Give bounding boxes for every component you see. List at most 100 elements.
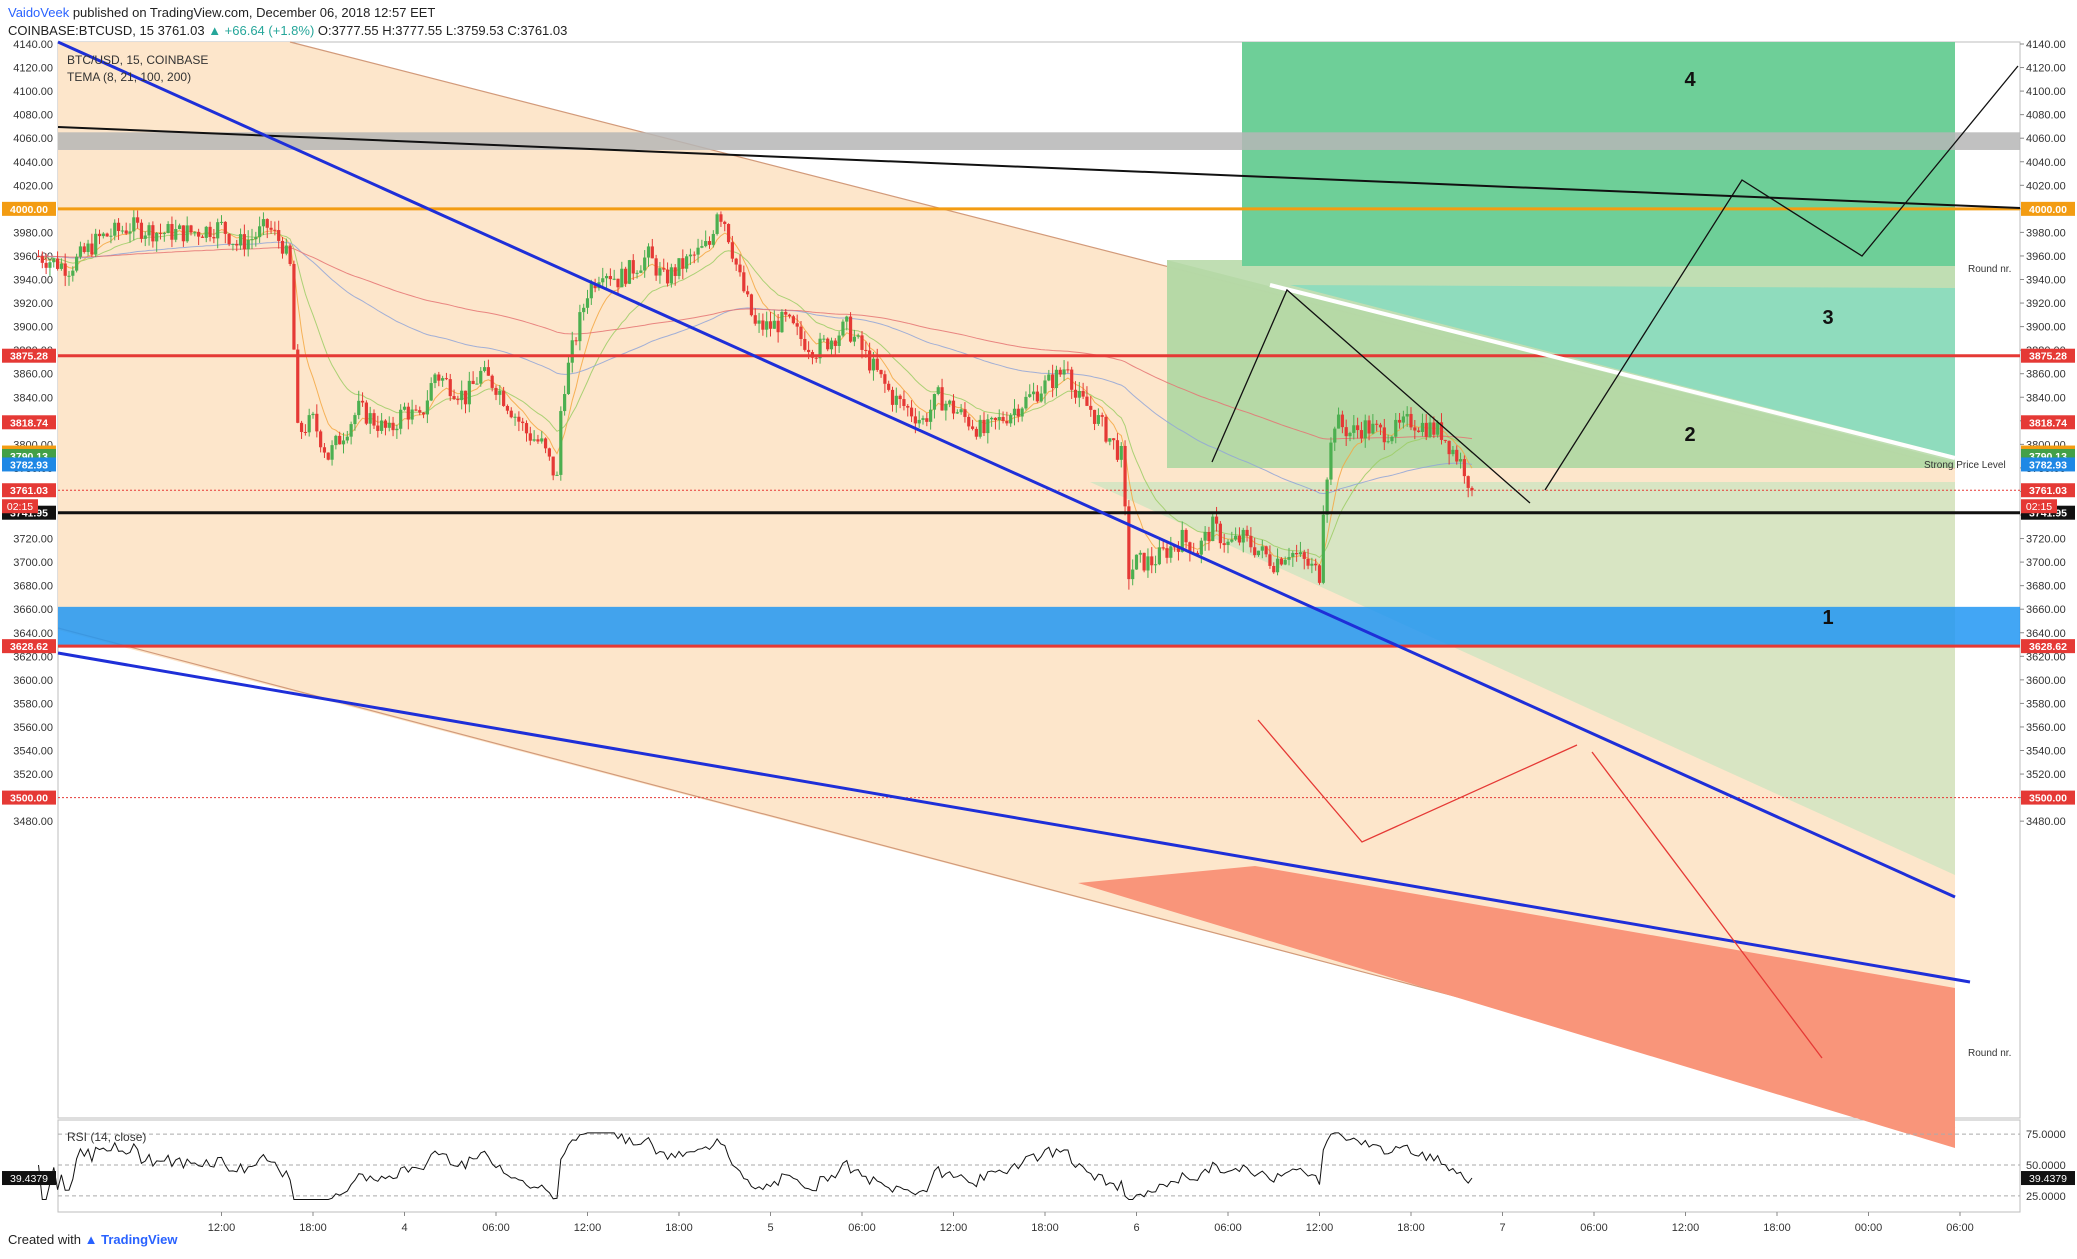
candle-body	[166, 224, 170, 234]
candle-body	[616, 278, 620, 288]
candle-body	[463, 390, 468, 405]
candle-body	[837, 335, 841, 346]
round-number-label-bottom: Round nr.	[1968, 1048, 2011, 1059]
y-tick-label-right: 3480.00	[2026, 816, 2066, 828]
price-label-box-left	[2, 483, 56, 498]
candle-body	[212, 237, 216, 239]
candle-body	[1428, 422, 1432, 437]
candle-body	[1413, 427, 1417, 431]
candle-body	[216, 222, 220, 239]
candle-body	[223, 221, 227, 234]
price-label-text-right: 3818.74	[2029, 417, 2067, 429]
resistance-zone	[58, 132, 2020, 150]
rsi-pane-frame	[57, 1119, 2021, 1213]
candle-body	[1378, 424, 1383, 428]
author-link[interactable]: VaidoVeek	[8, 5, 70, 20]
high-label: H:3777.55	[382, 23, 443, 38]
candle-body	[726, 224, 731, 243]
price-label-box-left	[2, 457, 56, 472]
candle-body	[1432, 422, 1436, 435]
candle-body	[1283, 559, 1287, 565]
candle-body	[158, 232, 163, 234]
candle-body	[658, 268, 662, 276]
publish-info: published on TradingView.com, December 0…	[72, 5, 436, 20]
candle-body	[349, 424, 353, 437]
candle-body	[429, 383, 433, 401]
x-tick-label: 06:00	[482, 1222, 510, 1234]
candle-body	[124, 230, 128, 234]
candles	[36, 207, 1474, 590]
y-tick-label-left: 3540.00	[13, 746, 53, 758]
candle-body	[1237, 535, 1242, 543]
rsi-pane[interactable]: 75.0000 50.0000 25.0000 39.4379 39.4379	[2, 1129, 2075, 1203]
price-label-text-left: 3761.03	[10, 485, 48, 497]
price-label-box-left	[2, 790, 56, 805]
candle-body	[231, 243, 235, 245]
candle-body	[391, 422, 395, 431]
candle-body	[1336, 414, 1341, 429]
candle-body	[1100, 415, 1104, 417]
candle-body	[829, 340, 834, 350]
candle-body	[967, 416, 971, 427]
candle-body	[280, 240, 285, 254]
candle-body	[521, 421, 525, 424]
candle-body	[296, 349, 300, 423]
candle-body	[330, 445, 334, 460]
y-tick-label-left: 3580.00	[13, 698, 53, 710]
y-tick-label-right: 4140.00	[2026, 39, 2066, 51]
candle-body	[254, 237, 258, 240]
candle-body	[1153, 564, 1158, 566]
candle-body	[1470, 487, 1474, 491]
candle-body	[517, 416, 521, 422]
candle-body	[1012, 408, 1017, 416]
candle-body	[1199, 540, 1203, 555]
candle-body	[1218, 523, 1222, 544]
candle-body	[894, 395, 898, 405]
candle-body	[204, 226, 208, 238]
rsi-level-label: 75.0000	[2026, 1129, 2066, 1141]
candle-body	[970, 426, 975, 429]
candle-body	[669, 267, 673, 284]
candle-body	[822, 338, 826, 340]
candle-body	[711, 233, 715, 245]
candle-body	[170, 224, 174, 240]
y-tick-label-right: 3960.00	[2026, 251, 2066, 263]
zone-3-label: 3	[1822, 307, 1833, 329]
y-tick-label-left: 3700.00	[13, 557, 53, 569]
candle-body	[913, 416, 917, 424]
candle-body	[749, 294, 754, 316]
candle-body	[1295, 552, 1299, 555]
candle-body	[936, 387, 940, 394]
candle-body	[1024, 396, 1028, 409]
tradingview-brand[interactable]: TradingView	[101, 1232, 178, 1247]
candle-body	[990, 417, 994, 420]
candle-body	[242, 234, 246, 250]
candle-body	[566, 362, 571, 395]
time-axis[interactable]: 12:00 18:00 4 06:00 12:00 18:00 5 06:00 12:00 18:…	[208, 1212, 1974, 1234]
candle-body	[1436, 422, 1440, 435]
candle-body	[1230, 539, 1234, 542]
price-label-text-left: 3875.28	[10, 351, 48, 363]
candle-body	[303, 431, 307, 433]
candle-body	[555, 474, 559, 476]
y-tick-label-left: 4060.00	[13, 133, 53, 145]
footer: Created with ▲ TradingView	[8, 1232, 177, 1247]
candle-body	[604, 276, 609, 279]
candle-body	[1352, 425, 1356, 433]
price-label-box-right	[2021, 415, 2075, 430]
rsi-line	[38, 1132, 1473, 1200]
candle-body	[696, 247, 700, 255]
candle-body	[765, 321, 769, 330]
candle-body	[418, 410, 422, 413]
candle-body	[1409, 413, 1413, 428]
y-tick-label-right: 4100.00	[2026, 86, 2066, 98]
candle-body	[147, 225, 151, 236]
candle-body	[1302, 552, 1306, 559]
candle-body	[1142, 552, 1146, 571]
candle-body	[448, 379, 452, 397]
candle-body	[406, 406, 410, 420]
y-tick-label-left: 3600.00	[13, 675, 53, 687]
candle-body	[887, 383, 891, 390]
candle-body	[1340, 414, 1344, 428]
